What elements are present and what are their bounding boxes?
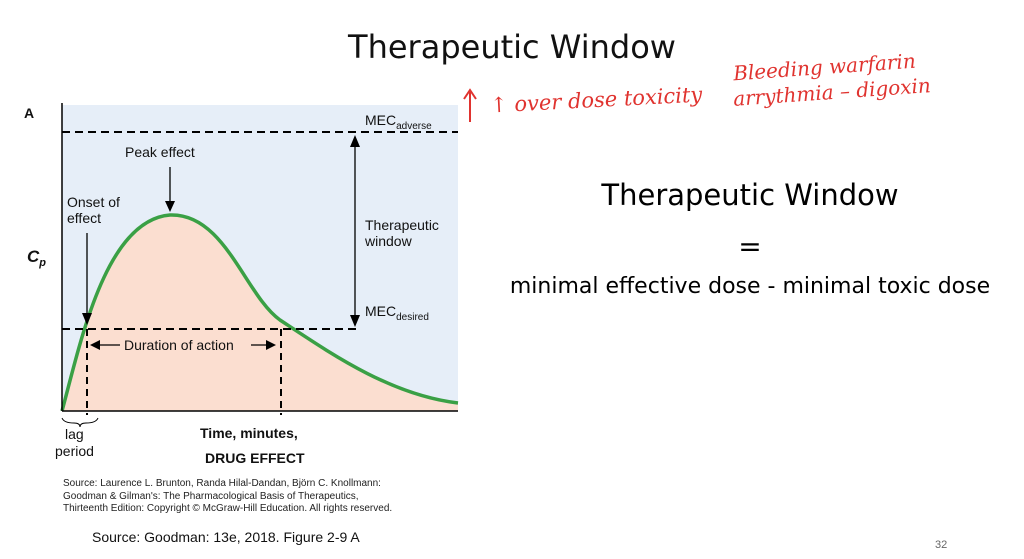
formula-definition: minimal effective dose - minimal toxic d… bbox=[509, 274, 991, 299]
therapeutic-window-label-line2: window bbox=[364, 233, 413, 249]
duration-of-action-label: Duration of action bbox=[124, 337, 234, 353]
therapeutic-window-diagram: A Cp Peak effect Onset of effect MECadve… bbox=[24, 103, 459, 466]
concentration-curve bbox=[60, 213, 459, 412]
mec-desired-label: MEC bbox=[365, 303, 396, 319]
y-axis-sub: p bbox=[38, 257, 46, 269]
caption-line-3: Thirteenth Edition: Copyright © McGraw-H… bbox=[63, 503, 393, 514]
onset-label-line1: Onset of bbox=[67, 194, 120, 210]
slide-title: Therapeutic Window bbox=[348, 28, 676, 66]
mec-desired-sub: desired bbox=[396, 312, 429, 323]
handwritten-note-overdose: ↑ over dose toxicity bbox=[489, 82, 703, 118]
x-axis-label: Time, minutes, bbox=[200, 425, 298, 441]
svg-text:Cp: Cp bbox=[27, 247, 46, 269]
svg-text:MECdesired: MECdesired bbox=[365, 303, 429, 323]
therapeutic-window-label-line1: Therapeutic bbox=[365, 217, 439, 233]
lag-label: lag bbox=[65, 426, 84, 442]
mec-adverse-label: MEC bbox=[365, 112, 396, 128]
figure-caption: Source: Laurence L. Brunton, Randa Hilal… bbox=[63, 478, 392, 516]
source-line: Source: Goodman: 13e, 2018. Figure 2-9 A bbox=[92, 529, 360, 545]
caption-line-2: Goodman & Gilman's: The Pharmacological … bbox=[63, 490, 359, 502]
under-curve-area bbox=[62, 214, 458, 411]
svg-text:MECadverse: MECadverse bbox=[365, 112, 432, 132]
peak-effect-label: Peak effect bbox=[125, 144, 195, 160]
period-label: period bbox=[55, 443, 94, 459]
page-number: 32 bbox=[935, 539, 948, 551]
y-axis-label: C bbox=[27, 247, 40, 266]
up-arrow-icon bbox=[463, 88, 477, 122]
formula-equals: = bbox=[738, 230, 762, 263]
drug-effect-label: DRUG EFFECT bbox=[205, 450, 305, 466]
panel-letter: A bbox=[24, 105, 34, 121]
mec-adverse-sub: adverse bbox=[396, 121, 432, 132]
onset-label-line2: effect bbox=[67, 210, 101, 226]
caption-line-1: Source: Laurence L. Brunton, Randa Hilal… bbox=[63, 478, 381, 489]
formula-title: Therapeutic Window bbox=[601, 178, 899, 212]
